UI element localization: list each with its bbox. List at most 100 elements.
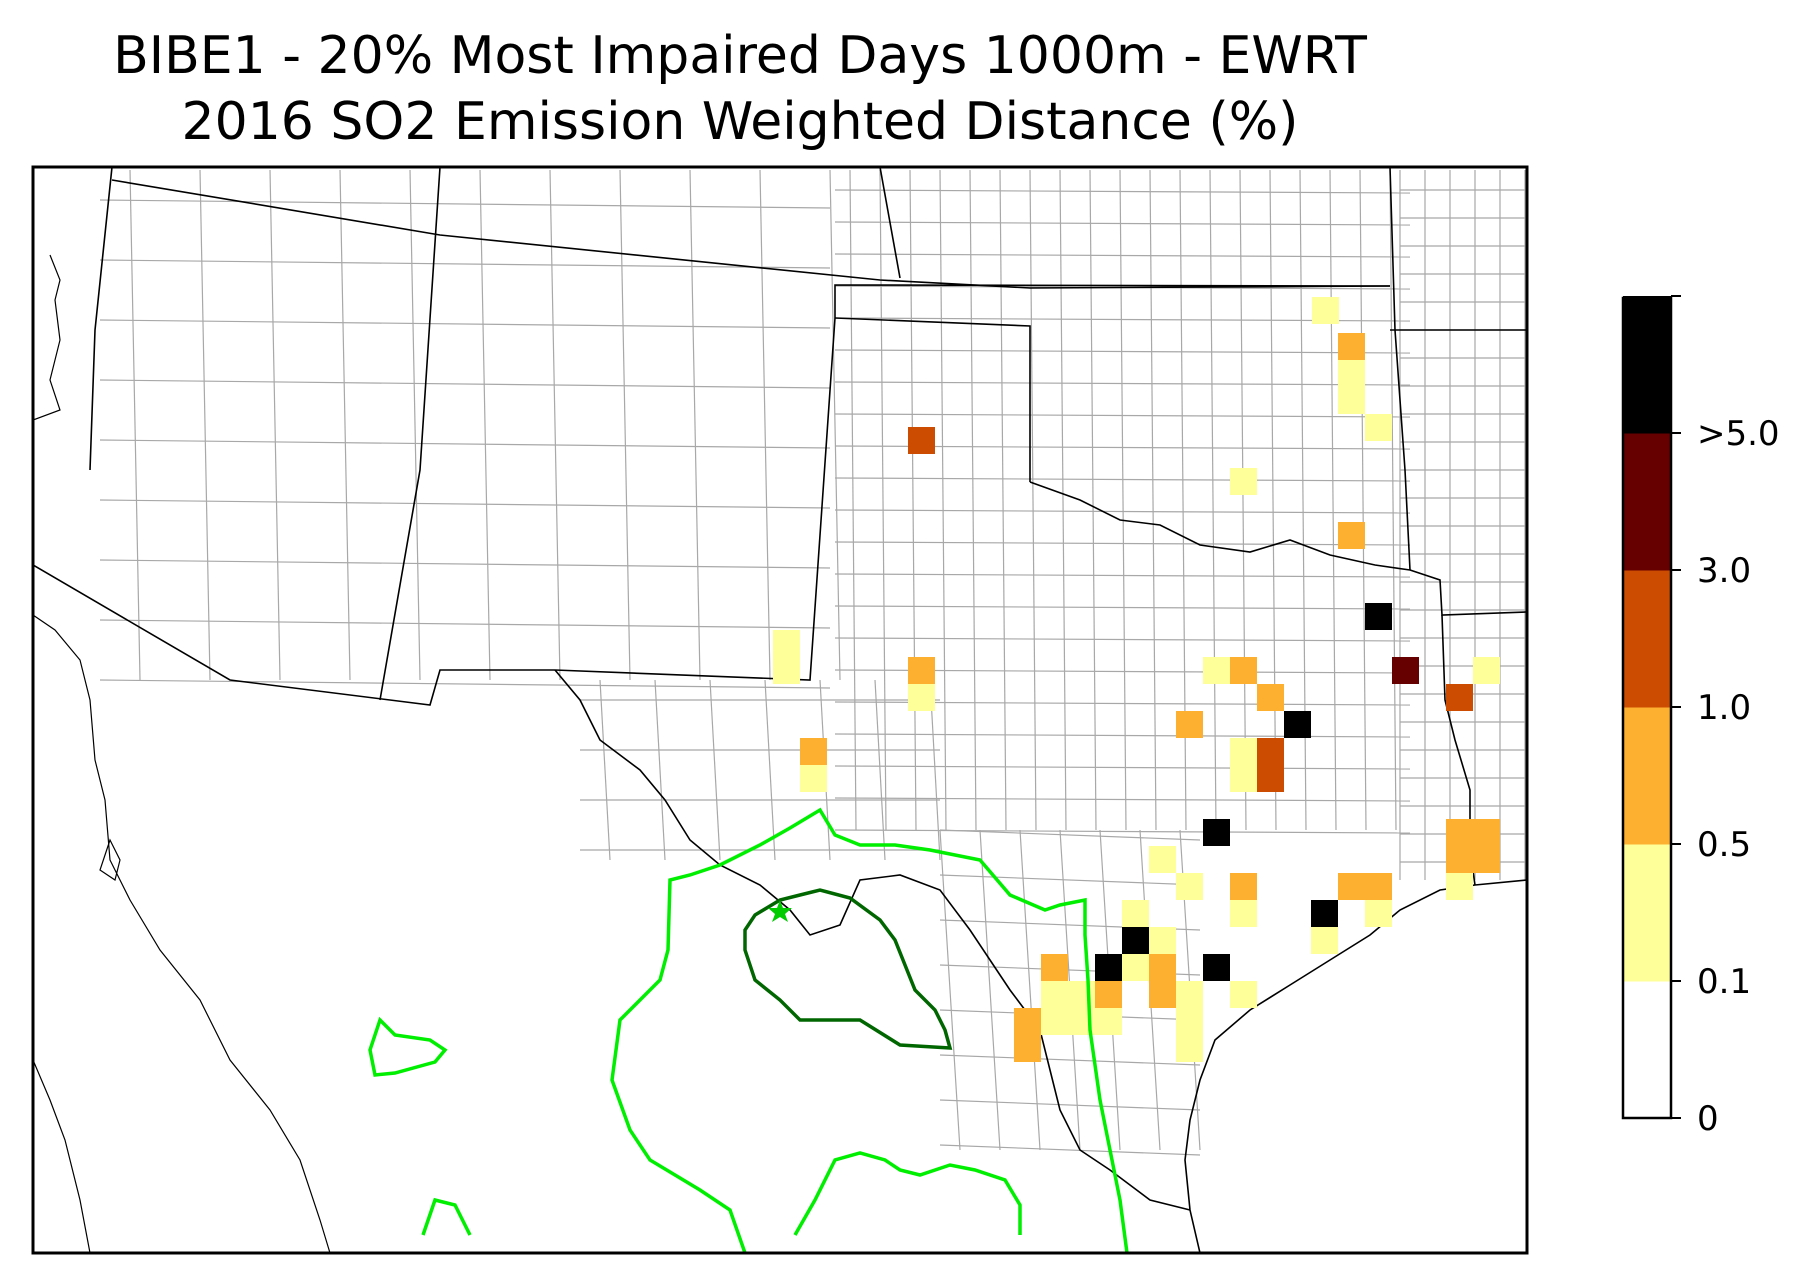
county-line <box>764 679 776 861</box>
emission-cell <box>1446 846 1473 873</box>
emission-cell <box>1365 900 1392 927</box>
emission-cell <box>1122 954 1149 981</box>
map-border <box>31 165 1529 1255</box>
emission-cell <box>1122 900 1149 927</box>
county-line <box>1209 169 1217 831</box>
county-line <box>1019 829 1041 1151</box>
county-line <box>99 259 831 269</box>
emission-cell <box>1149 954 1176 981</box>
county-line <box>1119 169 1127 831</box>
county-line <box>829 169 841 681</box>
county-line <box>99 499 831 509</box>
contour-inner <box>743 888 953 1050</box>
colorbar-bin <box>1623 296 1671 434</box>
county-line <box>834 797 1411 802</box>
county-line <box>599 679 611 861</box>
county-line <box>549 169 561 681</box>
county-line <box>1029 169 1037 831</box>
county-line <box>834 829 1411 834</box>
emission-cell <box>1365 603 1392 630</box>
contour-outer-bottom2 <box>793 1151 1022 1236</box>
county-line <box>99 559 831 569</box>
county-line <box>834 253 1411 258</box>
emission-cell <box>1312 297 1339 324</box>
county-line <box>1089 169 1097 831</box>
county-line <box>849 169 857 831</box>
county-line <box>834 349 1411 354</box>
county-line <box>939 874 1201 886</box>
emission-cell <box>1446 819 1473 846</box>
mexico-coastline <box>33 254 331 1253</box>
colorbar-bin <box>1623 981 1671 1119</box>
emission-cell <box>1257 765 1284 792</box>
map-title-line1: BIBE1 - 20% Most Impaired Days 1000m - E… <box>113 26 1367 86</box>
emission-cell <box>1041 981 1068 1008</box>
emission-cell <box>1473 819 1500 846</box>
county-line <box>834 733 1411 738</box>
emission-cell <box>1230 765 1257 792</box>
county-line <box>99 319 831 329</box>
emission-cell <box>1365 873 1392 900</box>
county-line <box>99 439 831 449</box>
county-line <box>834 509 1411 514</box>
colorbar-label-gt5: >5.0 <box>1697 414 1780 454</box>
emission-cell <box>1338 522 1365 549</box>
county-line <box>939 829 1201 841</box>
emission-cell <box>1338 873 1365 900</box>
state-borders <box>33 167 1527 1253</box>
county-line <box>339 169 351 681</box>
emission-cell <box>773 630 800 657</box>
county-line <box>834 381 1411 386</box>
emission-cell <box>1230 981 1257 1008</box>
colorbar-bin <box>1623 707 1671 845</box>
county-line <box>1149 169 1157 831</box>
county-line <box>269 169 281 681</box>
county-line <box>1329 169 1337 831</box>
colorbar <box>1621 295 1681 1120</box>
county-line <box>834 189 1411 194</box>
emission-cell <box>1176 873 1203 900</box>
map-title-line2: 2016 SO2 Emission Weighted Distance (%) <box>181 92 1299 152</box>
emission-cell <box>1095 1008 1122 1035</box>
emission-cell <box>1230 657 1257 684</box>
county-line <box>834 765 1411 770</box>
emission-cell <box>1230 468 1257 495</box>
county-line <box>834 477 1411 482</box>
county-line <box>909 169 917 831</box>
site-marker <box>768 900 792 922</box>
county-line <box>939 1054 1201 1066</box>
emission-cell <box>1176 1035 1203 1062</box>
county-line <box>199 169 211 681</box>
county-line <box>1389 169 1397 831</box>
emission-cell <box>1149 927 1176 954</box>
county-line <box>834 541 1411 546</box>
county-line <box>834 605 1411 610</box>
county-line <box>709 679 721 861</box>
emission-cell <box>1149 981 1176 1008</box>
colorbar-label-0-1: 0.1 <box>1697 962 1752 1002</box>
emission-cell <box>1014 1035 1041 1062</box>
county-line <box>759 169 771 681</box>
emission-cell <box>908 657 935 684</box>
county-line <box>1239 169 1247 831</box>
emission-cell <box>1203 954 1230 981</box>
star-icon <box>768 900 792 922</box>
county-line <box>1059 169 1067 831</box>
emission-cell <box>1392 657 1419 684</box>
emission-cell <box>1365 414 1392 441</box>
county-line <box>979 829 1001 1151</box>
emission-cell <box>1068 981 1095 1008</box>
county-line <box>99 379 831 389</box>
colorbar-label-0-5: 0.5 <box>1697 825 1752 865</box>
colorbar-label-3-0: 3.0 <box>1697 551 1752 591</box>
county-borders <box>99 169 1527 1156</box>
county-line <box>834 637 1411 642</box>
county-line <box>99 619 831 629</box>
emission-cell <box>1446 873 1473 900</box>
county-line <box>834 221 1411 226</box>
emission-cell <box>908 684 935 711</box>
contour-outer-bottom1 <box>421 1197 472 1236</box>
emission-cell <box>1041 954 1068 981</box>
county-line <box>874 679 886 861</box>
